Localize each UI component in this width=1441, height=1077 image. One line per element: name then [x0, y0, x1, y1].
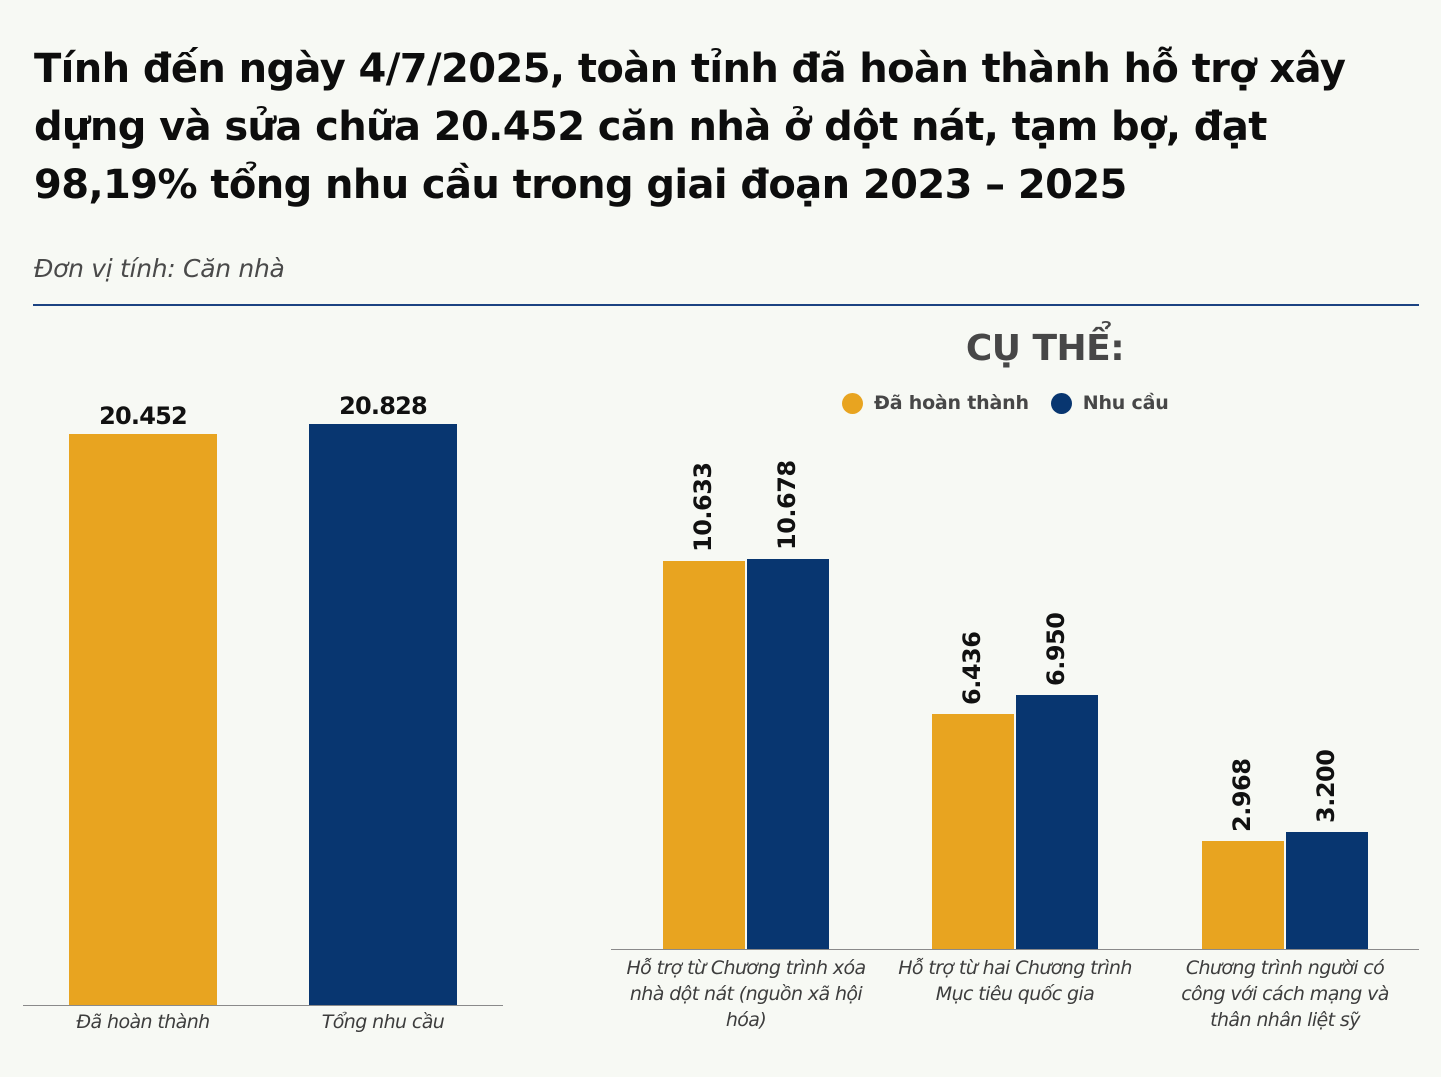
category-label-completed: Đã hoàn thành: [76, 1011, 210, 1033]
legend-dot-completed-icon: [842, 392, 863, 414]
category-label-program3: Chương trình người có công với cách mạng…: [1150, 955, 1420, 1033]
header-divider: [33, 304, 1419, 306]
category-label-line: hóa): [725, 1009, 767, 1031]
bar-program3-demand: [1286, 832, 1368, 949]
value-label-program2-completed: 6.436: [958, 631, 986, 705]
unit-label: Đơn vị tính: Căn nhà: [34, 254, 285, 283]
value-label-program2-demand: 6.950: [1042, 612, 1070, 687]
legend-item-completed: Đã hoàn thành: [842, 392, 1029, 414]
category-label-program1: Hỗ trợ từ Chương trình xóa nhà dột nát (…: [611, 955, 881, 1033]
value-label-program3-completed: 2.968: [1228, 758, 1256, 832]
category-label-line: Hỗ trợ từ hai Chương trình: [898, 957, 1132, 979]
bar-total-demand: [309, 424, 457, 1005]
bar-program3-completed: [1202, 840, 1284, 949]
value-label-total-completed: 20.452: [99, 402, 188, 431]
value-label-program3-demand: 3.200: [1312, 749, 1340, 824]
value-label-program1-completed: 10.633: [689, 462, 717, 552]
legend-label-demand: Nhu cầu: [1082, 392, 1169, 414]
legend-dot-demand-icon: [1050, 392, 1072, 414]
value-label-program1-demand: 10.678: [773, 460, 801, 550]
page-title: Tính đến ngày 4/7/2025, toàn tỉnh đã hoà…: [34, 46, 1346, 208]
bar-program1-completed: [663, 560, 745, 949]
legend-item-demand: Nhu cầu: [1050, 392, 1169, 414]
category-label-line: Chương trình người có: [1185, 957, 1385, 979]
category-label-line: thân nhân liệt sỹ: [1210, 1009, 1360, 1031]
category-label-line: nhà dột nát (nguồn xã hội: [629, 983, 863, 1005]
total-chart-x-axis: [23, 1005, 503, 1006]
category-label-line: Mục tiêu quốc gia: [935, 983, 1095, 1005]
detail-chart-title: CỤ THỂ:: [965, 328, 1125, 369]
legend-label-completed: Đã hoàn thành: [874, 392, 1029, 414]
category-label-line: công với cách mạng và: [1181, 983, 1389, 1005]
value-label-total-demand: 20.828: [339, 392, 428, 420]
category-label-line: Hỗ trợ từ Chương trình xóa: [626, 957, 866, 979]
category-label-total-demand: Tổng nhu cầu: [321, 1011, 445, 1033]
bar-program2-completed: [932, 713, 1014, 949]
bar-program1-demand: [747, 559, 829, 949]
bar-program2-demand: [1016, 695, 1098, 949]
bar-total-completed: [69, 434, 217, 1005]
category-label-program2: Hỗ trợ từ hai Chương trình Mục tiêu quốc…: [880, 955, 1150, 1007]
detail-chart-x-axis: [611, 949, 1419, 950]
legend: Đã hoàn thành Nhu cầu: [842, 392, 1191, 414]
